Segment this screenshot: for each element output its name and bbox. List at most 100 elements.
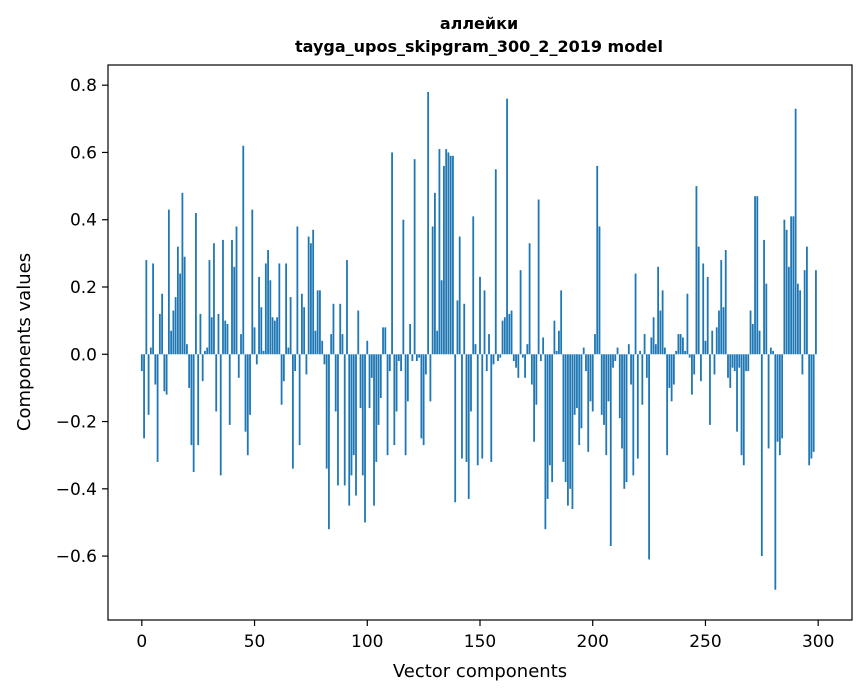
bar (158, 313, 161, 355)
y-axis-label: Components values (14, 253, 35, 431)
bar (517, 354, 520, 378)
bar (343, 354, 346, 486)
bar (760, 354, 763, 557)
bar (269, 280, 272, 355)
bar (204, 350, 206, 355)
bar (803, 270, 806, 355)
bar (452, 155, 454, 355)
bar (679, 334, 682, 355)
bar (470, 354, 472, 412)
bar (476, 354, 479, 466)
y-tick-label: 0.2 (70, 278, 97, 298)
bar (260, 307, 263, 355)
bar (280, 354, 283, 405)
bar (569, 354, 572, 489)
bar (670, 354, 673, 402)
y-tick-label: −0.6 (56, 547, 97, 567)
bar (548, 354, 551, 466)
bar (510, 310, 513, 355)
bar (481, 354, 484, 459)
bar (519, 270, 522, 355)
bar (544, 354, 547, 530)
bar (654, 344, 657, 355)
bar (445, 149, 448, 355)
bar (632, 354, 635, 476)
bar (765, 283, 768, 355)
bar (709, 354, 711, 425)
bar (645, 354, 648, 378)
bar (165, 354, 168, 395)
bar (267, 250, 269, 355)
bar (729, 354, 732, 388)
bar (684, 350, 687, 355)
bar (465, 354, 468, 462)
bar (582, 347, 585, 355)
bar (355, 354, 357, 496)
bar (208, 260, 211, 355)
bar (246, 354, 249, 456)
bar (436, 330, 439, 355)
bar (152, 263, 154, 355)
bar (609, 354, 612, 546)
bar (533, 354, 536, 442)
bar (501, 320, 504, 355)
bar (621, 354, 623, 449)
bar (402, 219, 405, 355)
bar (192, 354, 195, 472)
bar (393, 354, 396, 446)
bar (307, 236, 310, 355)
bar (217, 313, 220, 355)
chart-subtitle: tayga_upos_skipgram_300_2_2019 model (295, 37, 663, 56)
bar (742, 354, 745, 466)
bar (745, 354, 747, 372)
bar (310, 243, 312, 355)
bar (749, 310, 752, 355)
bar (319, 290, 321, 355)
bar (618, 354, 621, 419)
bar (242, 145, 245, 355)
bar (240, 334, 242, 355)
bar (700, 354, 702, 382)
bar (747, 354, 750, 372)
bar (530, 354, 533, 385)
bars-group (140, 91, 817, 590)
bar (758, 330, 761, 355)
bar (686, 293, 689, 355)
bar (594, 334, 596, 355)
bar (145, 260, 148, 355)
bar (769, 347, 772, 355)
bar (454, 354, 457, 503)
bar (262, 350, 265, 355)
bar (278, 263, 281, 355)
bar (551, 354, 554, 483)
bar (603, 354, 605, 425)
x-axis-ticks: 0 50 100 150 200 250 300 (136, 620, 834, 652)
bar (386, 354, 389, 456)
bar (312, 229, 315, 355)
y-tick-label: −0.4 (56, 480, 97, 500)
bar (474, 344, 477, 355)
bar (337, 354, 339, 486)
bar (643, 334, 646, 355)
bar (722, 307, 725, 355)
bar (776, 354, 779, 442)
bar (767, 354, 770, 449)
x-tick-label: 200 (577, 632, 609, 652)
bar (600, 354, 603, 415)
bar (778, 354, 781, 456)
bar (201, 354, 204, 382)
bar (596, 165, 599, 355)
bar (650, 337, 653, 355)
bar (298, 354, 301, 446)
bar (422, 354, 425, 446)
bar (657, 266, 660, 355)
bar (303, 307, 306, 355)
bar (167, 209, 170, 355)
bar (438, 149, 441, 355)
bar (190, 354, 193, 446)
bar (641, 354, 644, 405)
bar (526, 344, 529, 355)
bar (806, 246, 808, 355)
y-tick-label: 0.8 (70, 76, 97, 96)
